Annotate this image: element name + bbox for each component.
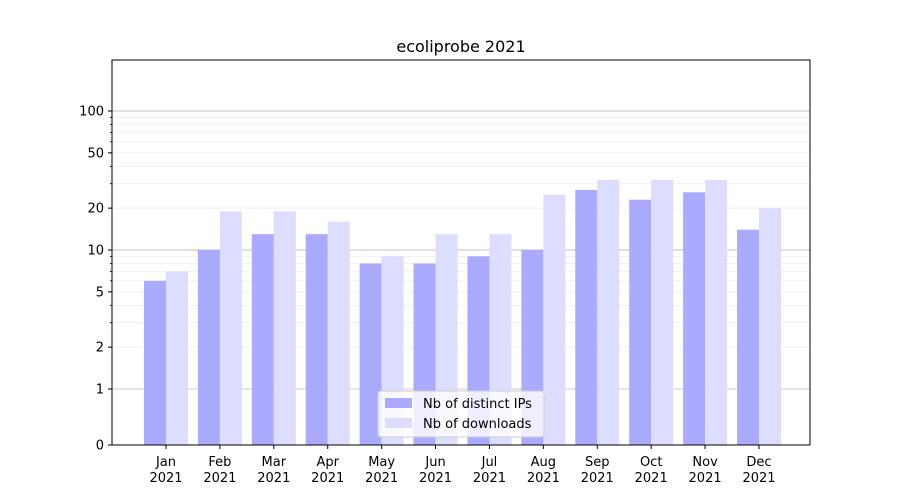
x-axis: Jan 2021 Feb 2021 Mar 2021 Apr 2021 May 2021 Jun 20…: [149, 445, 776, 486]
bar-distinct-ips: [629, 199, 652, 445]
y-axis: 0 1 2 5 10 20 50 100: [79, 105, 112, 454]
bar-downloads: [651, 179, 674, 445]
bar-distinct-ips: [144, 280, 166, 445]
y-tick-label: 10: [87, 244, 104, 259]
x-tick-label: Apr 2021: [311, 455, 344, 486]
x-tick-label: Dec 2021: [742, 455, 775, 486]
y-tick-label: 1: [96, 383, 104, 398]
x-tick-label: Feb 2021: [203, 455, 236, 486]
legend-label: Nb of distinct IPs: [423, 397, 532, 412]
y-tick-label: 2: [96, 341, 104, 356]
y-tick-label: 50: [87, 146, 104, 161]
bar-downloads: [327, 221, 350, 445]
bar-downloads: [166, 271, 188, 445]
y-tick-label: 0: [96, 439, 104, 454]
bar-distinct-ips: [575, 190, 598, 445]
x-tick-label: Sep 2021: [581, 455, 614, 486]
plot-frame: [111, 59, 811, 446]
x-tick-label: May 2021: [365, 455, 398, 486]
bar-distinct-ips: [737, 229, 759, 445]
legend-swatch: [385, 418, 412, 428]
chart-title: ecoliprobe 2021: [396, 37, 525, 56]
bar-downloads: [597, 179, 620, 445]
x-tick-label: Jun 2021: [419, 455, 452, 486]
bar-distinct-ips: [251, 234, 274, 445]
legend-swatch: [385, 398, 412, 408]
x-tick-label: Nov 2021: [689, 455, 722, 486]
x-tick-label: Aug 2021: [527, 455, 560, 486]
bar-downloads: [759, 208, 781, 445]
y-tick-label: 20: [87, 202, 104, 217]
bars-layer: [144, 179, 781, 445]
bar-downloads: [273, 211, 296, 445]
bar-downloads: [705, 179, 728, 445]
bar-downloads: [543, 194, 566, 445]
y-tick-label: 100: [79, 105, 104, 120]
legend-box: [377, 390, 545, 438]
x-tick-label: Oct 2021: [635, 455, 668, 486]
legend: Nb of distinct IPs Nb of downloads: [377, 390, 545, 438]
x-tick-label: Jan 2021: [149, 455, 182, 486]
bar-distinct-ips: [197, 250, 220, 445]
x-tick-label: Jul 2021: [473, 455, 506, 486]
y-tick-label: 5: [96, 285, 104, 300]
x-tick-label: Mar 2021: [257, 455, 290, 486]
bar-distinct-ips: [305, 234, 328, 445]
legend-label: Nb of downloads: [423, 417, 532, 432]
bar-downloads: [219, 211, 242, 445]
bar-distinct-ips: [359, 263, 382, 445]
bar-distinct-ips: [683, 192, 706, 445]
